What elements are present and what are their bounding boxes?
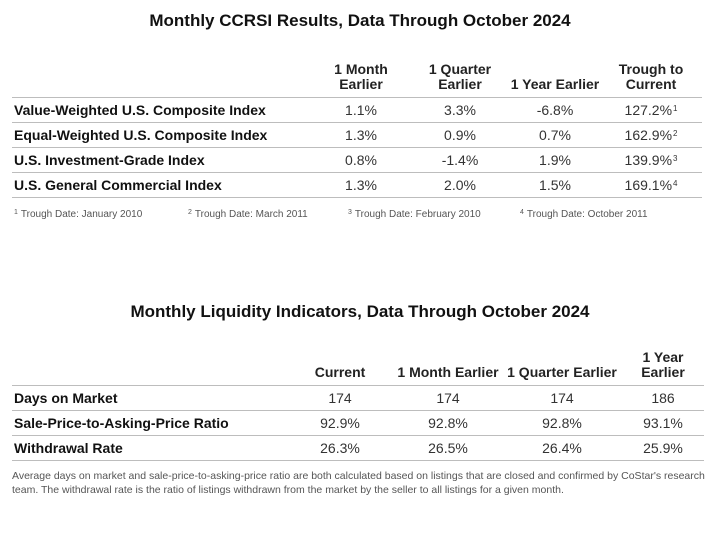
cell-1-month: 1.1% (312, 96, 410, 122)
liquidity-header-current: Current (314, 363, 366, 380)
liquidity-title: Monthly Liquidity Indicators, Data Throu… (130, 302, 590, 321)
cell-1-quarter: 3.3% (410, 96, 510, 122)
cell-1-quarter: 2.0% (410, 171, 510, 197)
table-row: U.S. General Commercial Index 1.3% 2.0% … (12, 171, 702, 197)
ccrsi-header-label (12, 55, 312, 97)
cell-1-month: 1.3% (312, 171, 410, 197)
cell-1-year: 1.5% (510, 171, 600, 197)
footnote: 1 Trough Date: January 2010 (14, 209, 143, 220)
table-row: Days on Market 174 174 174 186 (12, 384, 704, 410)
cell-1-quarter: 174 (502, 384, 622, 410)
cell-1-month: 92.8% (394, 409, 502, 435)
ccrsi-header-trough: Trough to Current (618, 60, 684, 92)
row-label: U.S. General Commercial Index (12, 171, 312, 197)
liquidity-header-1-year: 1 Year Earlier (641, 348, 685, 380)
ccrsi-header-1-month: 1 Month Earlier (334, 60, 388, 92)
cell-current: 26.3% (286, 434, 394, 460)
footnote-marker: 3 (673, 153, 678, 163)
table-row: Equal-Weighted U.S. Composite Index 1.3%… (12, 121, 702, 147)
footnote-marker: 1 (673, 103, 678, 113)
footnote: 4 Trough Date: October 2011 (520, 209, 648, 220)
table-row: U.S. Investment-Grade Index 0.8% -1.4% 1… (12, 146, 702, 172)
cell-1-month: 26.5% (394, 434, 502, 460)
row-label: Withdrawal Rate (12, 434, 286, 460)
liquidity-note: Average days on market and sale-price-to… (12, 470, 705, 496)
ccrsi-header-1-year: 1 Year Earlier (510, 75, 600, 92)
cell-1-quarter: -1.4% (410, 146, 510, 172)
cell-1-month: 0.8% (312, 146, 410, 172)
cell-1-year: -6.8% (510, 96, 600, 122)
liquidity-header-1-quarter: 1 Quarter Earlier (507, 363, 617, 380)
ccrsi-header-1-quarter: 1 Quarter Earlier (428, 60, 492, 92)
cell-1-month: 174 (394, 384, 502, 410)
footnote: 2 Trough Date: March 2011 (188, 209, 308, 220)
cell-1-year: 0.7% (510, 121, 600, 147)
table-row: Withdrawal Rate 26.3% 26.5% 26.4% 25.9% (12, 434, 704, 460)
row-label: Equal-Weighted U.S. Composite Index (12, 121, 312, 147)
footnote-marker: 2 (673, 128, 678, 138)
cell-1-year: 93.1% (622, 409, 704, 435)
row-label: Sale-Price-to-Asking-Price Ratio (12, 409, 286, 435)
table-row: Value-Weighted U.S. Composite Index 1.1%… (12, 96, 702, 122)
cell-1-year: 1.9% (510, 146, 600, 172)
footnote: 3 Trough Date: February 2010 (348, 209, 481, 220)
liquidity-header-label (12, 337, 286, 385)
row-label: Value-Weighted U.S. Composite Index (12, 96, 312, 122)
ccrsi-table: 1 Month Earlier 1 Quarter Earlier 1 Year… (12, 55, 702, 198)
cell-1-quarter: 92.8% (502, 409, 622, 435)
cell-trough: 139.9%3 (600, 146, 702, 172)
cell-1-quarter: 0.9% (410, 121, 510, 147)
ccrsi-title: Monthly CCRSI Results, Data Through Octo… (149, 11, 571, 30)
cell-current: 174 (286, 384, 394, 410)
cell-trough: 162.9%2 (600, 121, 702, 147)
cell-trough: 169.1%4 (600, 171, 702, 197)
cell-1-month: 1.3% (312, 121, 410, 147)
footnote-marker: 4 (673, 178, 678, 188)
row-label: Days on Market (12, 384, 286, 410)
row-label: U.S. Investment-Grade Index (12, 146, 312, 172)
cell-1-quarter: 26.4% (502, 434, 622, 460)
cell-current: 92.9% (286, 409, 394, 435)
cell-trough: 127.2%1 (600, 96, 702, 122)
liquidity-table: Current 1 Month Earlier 1 Quarter Earlie… (12, 337, 704, 461)
liquidity-header-1-month: 1 Month Earlier (397, 363, 499, 380)
cell-1-year: 25.9% (622, 434, 704, 460)
table-row: Sale-Price-to-Asking-Price Ratio 92.9% 9… (12, 409, 704, 435)
cell-1-year: 186 (622, 384, 704, 410)
